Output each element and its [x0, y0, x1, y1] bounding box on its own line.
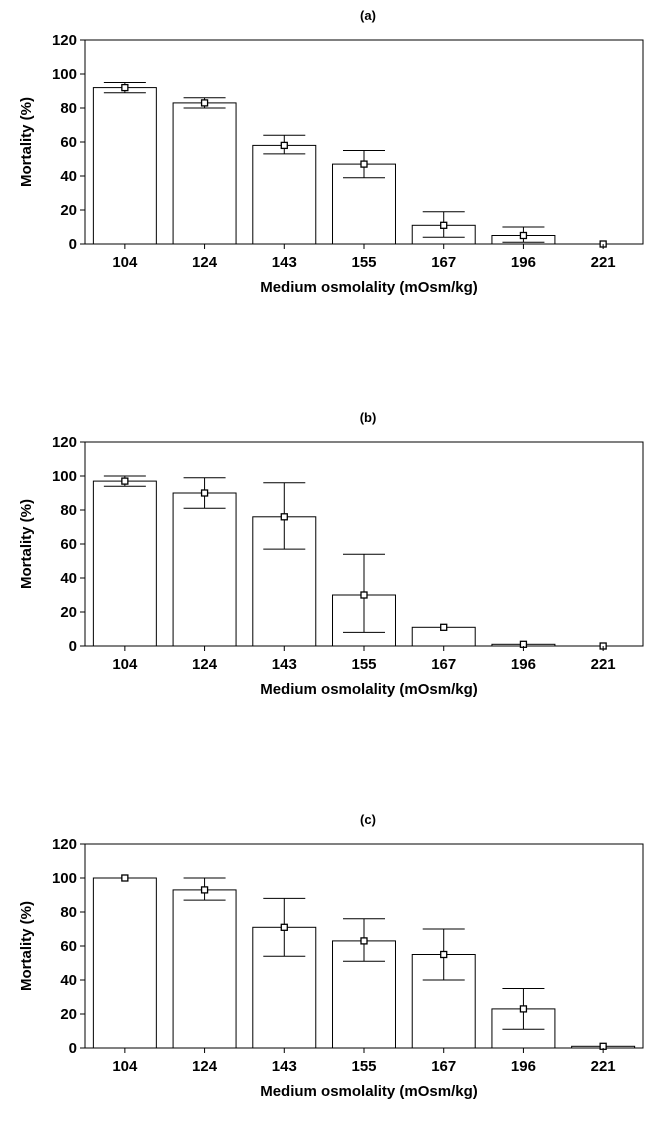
y-tick-label: 80	[60, 502, 77, 519]
y-tick-label: 20	[60, 202, 77, 219]
mean-marker-155	[360, 937, 368, 945]
bar-124	[172, 889, 237, 1049]
y-axis-label: Mortality (%)	[18, 97, 35, 187]
mean-marker-167	[440, 221, 448, 229]
y-tick-label: 100	[52, 870, 77, 887]
y-tick-label: 60	[60, 134, 77, 151]
chart-title: (a)	[360, 8, 376, 23]
y-tick-label: 20	[60, 604, 77, 621]
x-tick-label: 104	[112, 254, 138, 271]
chart-title: (b)	[360, 410, 377, 425]
y-tick-label: 100	[52, 66, 77, 83]
chart-title: (c)	[360, 812, 376, 827]
mean-marker-143	[280, 141, 288, 150]
y-tick-label: 40	[60, 570, 77, 587]
chart-c: (c) 0 20 40 60 80 100 120 Mortality (%) 104 124 143…	[18, 812, 644, 1100]
x-tick-label: 221	[591, 1058, 616, 1075]
x-tick-label: 124	[192, 656, 218, 673]
y-tick-label: 20	[60, 1006, 77, 1023]
mean-marker-167	[440, 623, 448, 631]
x-axis-label: Medium osmolality (mOsm/kg)	[260, 1083, 478, 1100]
chart-b: (b) 0 20 40 60 80 100 120 Mortality (%) 104 124 143…	[18, 410, 644, 698]
mean-marker-124	[200, 886, 209, 894]
x-tick-label: 221	[591, 656, 616, 673]
x-tick-label: 167	[431, 254, 456, 271]
x-tick-label: 124	[192, 1058, 218, 1075]
x-tick-label: 155	[351, 1058, 376, 1075]
bar-104	[92, 480, 157, 647]
x-tick-label: 143	[272, 1058, 297, 1075]
bar-124	[172, 492, 237, 647]
mean-marker-155	[360, 160, 368, 168]
x-tick-label: 167	[431, 1058, 456, 1075]
chart-panel-c: (c) 0 20 40 60 80 100 120 Mortality (%) 104 124 143…	[0, 804, 655, 1134]
y-tick-label: 100	[52, 468, 77, 485]
mean-marker-143	[280, 923, 288, 931]
y-tick-label: 60	[60, 938, 77, 955]
mean-marker-143	[280, 513, 288, 521]
y-tick-label: 80	[60, 904, 77, 921]
mean-marker-155	[360, 591, 368, 599]
y-tick-label: 120	[52, 434, 77, 451]
chart-panel-a: (a) 0 20 40 60 80 100 120 Mortality (%) 104 124 143…	[0, 0, 655, 330]
y-tick-label: 120	[52, 836, 77, 853]
x-tick-label: 196	[511, 254, 536, 271]
bar-124	[172, 102, 237, 245]
x-tick-label: 196	[511, 656, 536, 673]
mean-marker-104	[121, 83, 129, 92]
mean-marker-167	[440, 950, 448, 959]
x-tick-label: 221	[591, 254, 616, 271]
mean-marker-124	[200, 489, 209, 497]
x-tick-label: 196	[511, 1058, 536, 1075]
mean-marker-104	[121, 874, 129, 882]
y-tick-label: 120	[52, 32, 77, 49]
bar-104	[92, 877, 157, 1049]
y-tick-label: 40	[60, 168, 77, 185]
y-tick-label: 0	[69, 236, 77, 253]
x-axis-label: Medium osmolality (mOsm/kg)	[260, 681, 478, 698]
chart-a: (a) 0 20 40 60 80 100 120 Mortality (%) 104 124 143…	[18, 8, 644, 296]
y-tick-label: 0	[69, 638, 77, 655]
x-tick-label: 124	[192, 254, 218, 271]
bar-104	[92, 87, 157, 245]
x-tick-label: 143	[272, 254, 297, 271]
mean-marker-124	[200, 99, 209, 107]
x-tick-label: 143	[272, 656, 297, 673]
y-axis-label: Mortality (%)	[18, 499, 35, 589]
x-tick-label: 104	[112, 656, 138, 673]
x-tick-label: 155	[351, 656, 376, 673]
x-tick-label: 155	[351, 254, 376, 271]
bar-143	[252, 144, 317, 245]
x-tick-label: 167	[431, 656, 456, 673]
mean-marker-196	[519, 231, 528, 240]
mean-marker-104	[121, 477, 129, 485]
y-tick-label: 40	[60, 972, 77, 989]
x-axis-label: Medium osmolality (mOsm/kg)	[260, 279, 478, 296]
y-tick-label: 80	[60, 100, 77, 117]
y-tick-label: 0	[69, 1040, 77, 1057]
mean-marker-196	[519, 1005, 528, 1013]
chart-panel-b: (b) 0 20 40 60 80 100 120 Mortality (%) 104 124 143…	[0, 402, 655, 732]
y-axis-label: Mortality (%)	[18, 901, 35, 991]
y-tick-label: 60	[60, 536, 77, 553]
x-tick-label: 104	[112, 1058, 138, 1075]
